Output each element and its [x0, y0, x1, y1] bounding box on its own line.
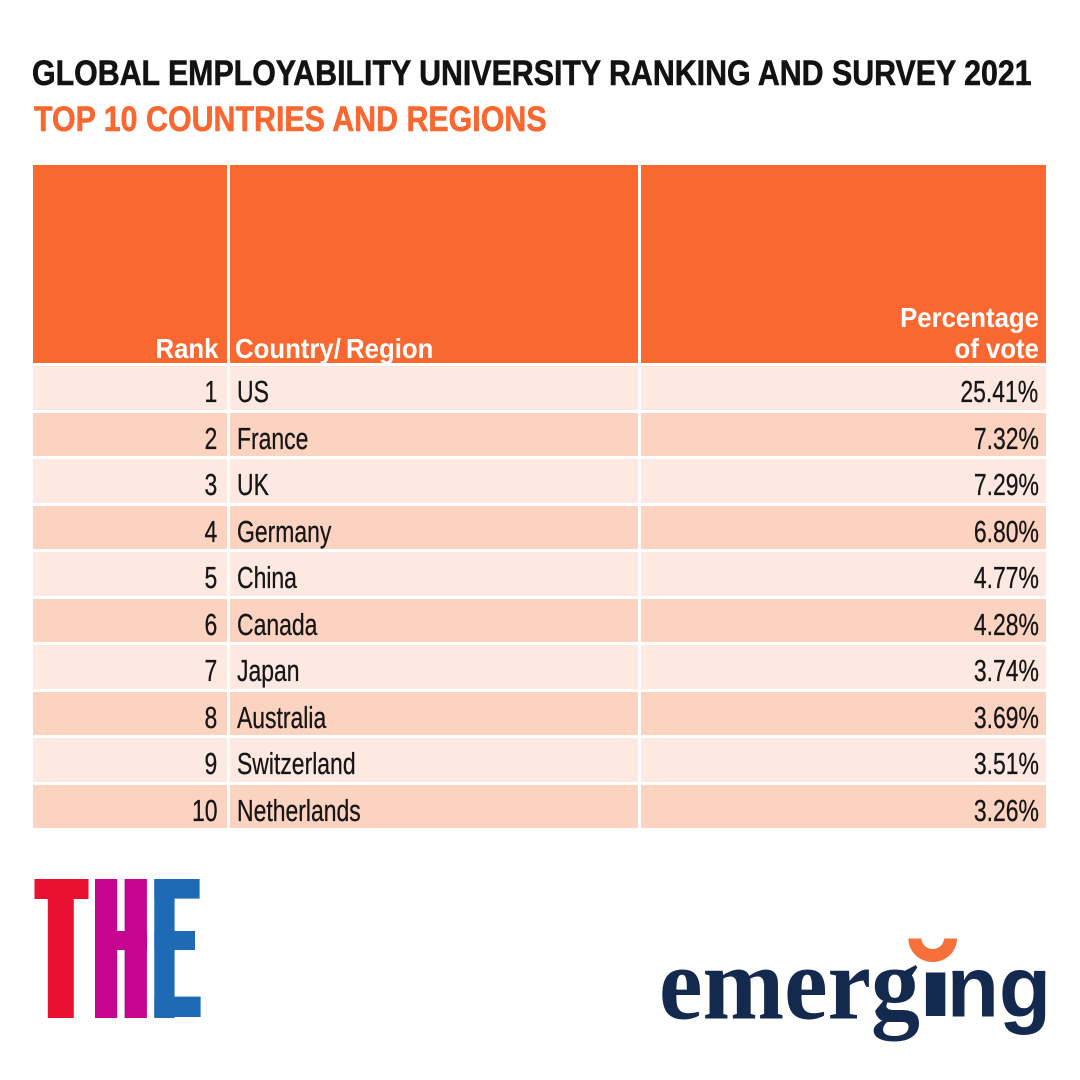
svg-text:ng: ng: [947, 940, 1051, 1036]
svg-text:emerg: emerg: [659, 927, 920, 1042]
